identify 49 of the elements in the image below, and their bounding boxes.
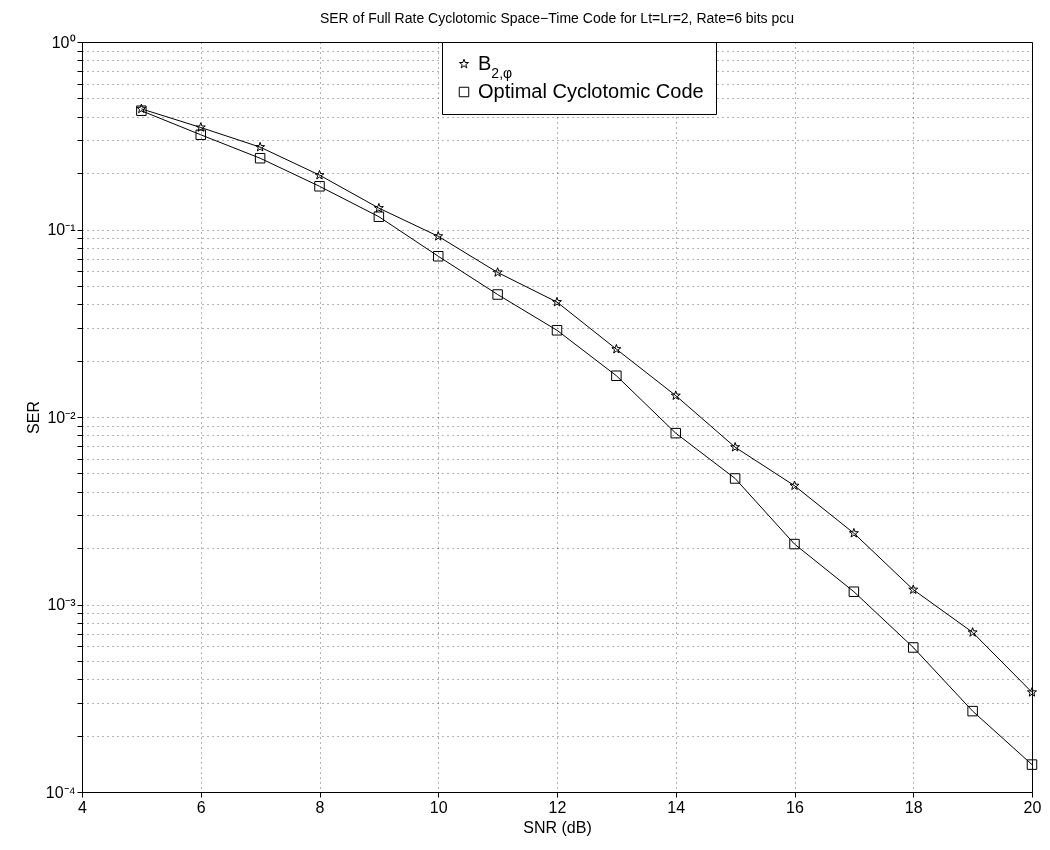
point: [314, 169, 325, 180]
y-axis-title: SER: [24, 401, 42, 434]
point: [492, 267, 503, 277]
x-axis-title: SNR (dB): [523, 818, 592, 836]
point: [433, 251, 444, 262]
point: [670, 390, 681, 400]
x-tick-label: 12: [548, 798, 567, 816]
point: [1026, 687, 1038, 697]
y-tick-label: 10⁻²: [47, 408, 77, 426]
point: [908, 642, 919, 653]
x-tick-label: 10: [429, 798, 448, 816]
point: [492, 289, 503, 300]
point: [195, 129, 206, 141]
point: [848, 586, 860, 597]
y-tick-label: 10⁻⁴: [45, 783, 76, 801]
chart-title: SER of Full Rate Cyclotomic Space−Time Code for Lt=Lr=2, Rate=6 bits pcu: [319, 10, 795, 26]
x-tick-label: 8: [315, 798, 325, 816]
legend-label: Optimal Cyclotomic Code: [478, 80, 704, 102]
x-tick-label: 20: [1023, 798, 1042, 816]
point: [373, 202, 384, 213]
x-tick-label: 14: [667, 798, 686, 816]
point: [433, 231, 444, 241]
x-tick-label: 16: [786, 798, 804, 816]
x-tick-label: 18: [904, 798, 923, 816]
point: [789, 538, 800, 550]
point: [1026, 759, 1038, 770]
point: [967, 705, 978, 717]
point: [611, 343, 622, 354]
point: [314, 181, 325, 192]
point: [967, 627, 978, 637]
legend-label: B$_{2,φ}$: [478, 52, 513, 81]
point: [729, 473, 741, 484]
point: [611, 370, 622, 381]
point: [730, 441, 741, 452]
point: [670, 427, 681, 439]
point: [551, 325, 563, 336]
point: [373, 211, 385, 222]
point: [255, 141, 266, 152]
point: [195, 122, 206, 132]
x-tick-label: 6: [196, 798, 206, 816]
point: [908, 584, 919, 594]
y-tick-label: 10⁰: [51, 33, 76, 51]
x-tick-label: 4: [78, 798, 88, 816]
point: [254, 152, 266, 164]
point: [789, 480, 800, 491]
point: [848, 527, 859, 538]
point: [551, 296, 563, 307]
y-tick-label: 10⁻³: [47, 596, 77, 613]
y-tick-label: 10⁻¹: [47, 221, 76, 238]
